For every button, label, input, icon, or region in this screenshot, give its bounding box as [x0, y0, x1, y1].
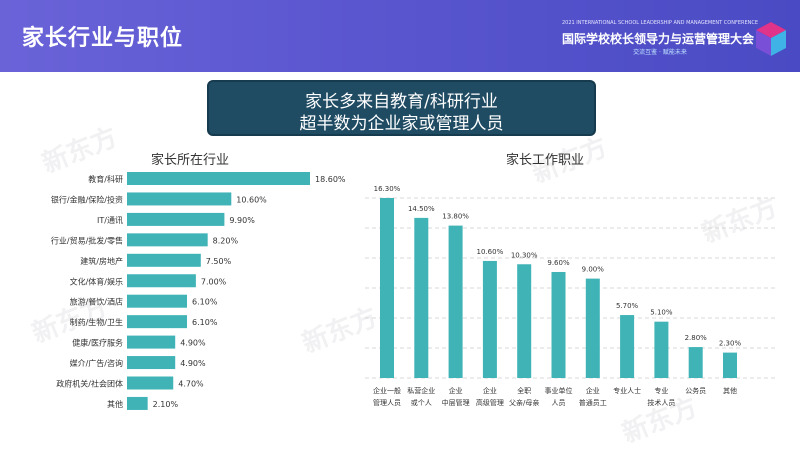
category-label: 普通员工 — [579, 398, 607, 407]
data-label: 7.00% — [201, 277, 227, 286]
bar — [448, 225, 463, 378]
category-label: 建筑/房地产 — [80, 256, 123, 266]
bar — [127, 212, 225, 226]
category-label: IT/通讯 — [97, 215, 123, 225]
data-label: 5.70% — [616, 302, 639, 310]
bar — [688, 347, 703, 378]
category-label: 中层管理 — [442, 398, 470, 407]
data-label: 9.90% — [229, 216, 255, 225]
page-title: 家长行业与职位 — [22, 26, 184, 51]
bar — [127, 335, 176, 349]
category-label: 企业一般 — [373, 386, 401, 395]
bar — [127, 315, 188, 329]
category-label: 文化/体育/娱乐 — [70, 276, 123, 286]
data-label: 10.30% — [511, 251, 538, 259]
bar — [127, 356, 176, 370]
bar — [517, 264, 532, 378]
callout-box: 家长多来自教育/科研行业 超半数为企业家或管理人员 — [207, 80, 596, 136]
bar — [127, 294, 188, 308]
category-label: 高级管理 — [476, 398, 504, 407]
bar — [585, 278, 600, 378]
data-label: 14.50% — [408, 205, 435, 213]
data-label: 9.00% — [582, 266, 605, 274]
data-label: 2.80% — [685, 334, 708, 342]
data-label: 2.30% — [719, 340, 742, 348]
bar — [551, 271, 566, 378]
bar — [127, 253, 201, 267]
category-label: 父亲/母亲 — [509, 398, 539, 407]
data-label: 6.10% — [192, 318, 218, 327]
bar — [620, 315, 635, 378]
header-banner: 家长行业与职位 2021 INTERNATIONAL SCHOOL LEADER… — [0, 0, 800, 72]
bar — [127, 192, 232, 206]
category-label: 企业 — [449, 386, 463, 395]
data-label: 2.10% — [153, 400, 179, 409]
bar — [127, 274, 196, 288]
category-label: 事业单位 — [545, 386, 573, 395]
category-label: 制药/生物/卫生 — [70, 317, 123, 327]
bar — [482, 260, 497, 378]
conference-subtitle: 交流互鉴 · 赋能未来 — [633, 49, 687, 56]
category-label: 银行/金融/保险/投资 — [51, 194, 123, 204]
bar — [380, 198, 394, 378]
data-label: 6.10% — [192, 298, 218, 307]
data-label: 4.90% — [180, 359, 206, 368]
bar — [127, 233, 208, 247]
data-label: 16.30% — [374, 185, 401, 193]
category-label: 公务员 — [685, 386, 706, 395]
category-label: 私营企业 — [407, 386, 435, 395]
category-label: 技术人员 — [647, 398, 675, 407]
bar — [127, 172, 310, 185]
data-label: 13.80% — [442, 213, 469, 221]
category-label: 全职 — [517, 386, 531, 395]
bar — [654, 321, 669, 378]
data-label: 9.60% — [547, 259, 570, 267]
data-label: 4.70% — [178, 380, 204, 389]
category-label: 专业人士 — [613, 386, 641, 395]
category-label: 媒介/广告/咨询 — [70, 358, 123, 368]
data-label: 10.60% — [236, 195, 267, 204]
data-label: 10.60% — [477, 248, 504, 256]
category-label: 其他 — [723, 386, 737, 395]
category-label: 健康/医疗服务 — [72, 338, 123, 348]
data-label: 7.50% — [206, 257, 232, 266]
category-label: 人员 — [552, 399, 566, 407]
data-label: 8.20% — [213, 236, 239, 245]
category-label: 政府机关/社会团体 — [56, 379, 123, 389]
conference-english-title: 2021 INTERNATIONAL SCHOOL LEADERSHIP AND… — [561, 20, 759, 26]
category-label: 其他 — [107, 399, 123, 409]
category-label: 企业 — [586, 386, 600, 395]
category-label: 专业 — [654, 386, 668, 395]
data-label: 18.60% — [315, 175, 346, 184]
category-label: 或个人 — [411, 398, 432, 407]
category-label: 旅游/餐饮/酒店 — [70, 297, 123, 307]
bar — [414, 217, 429, 378]
bar — [723, 352, 737, 378]
chart-title: 家长所在行业 — [151, 152, 229, 168]
conference-logo-icon — [756, 22, 786, 56]
category-label: 管理人员 — [373, 398, 401, 407]
bar — [127, 376, 174, 390]
category-label: 行业/贸易/批发/零售 — [51, 235, 123, 245]
chart-title: 家长工作职业 — [506, 152, 584, 168]
category-label: 教育/科研 — [88, 174, 123, 184]
data-label: 5.10% — [650, 309, 673, 317]
callout-line-1: 家长多来自教育/科研行业 — [305, 92, 498, 112]
conference-title: 国际学校校长领导力与运营管理大会 — [561, 32, 754, 46]
callout-line-2: 超半数为企业家或管理人员 — [299, 114, 504, 134]
data-label: 4.90% — [180, 339, 206, 348]
category-label: 企业 — [483, 386, 497, 395]
bar — [127, 396, 148, 410]
